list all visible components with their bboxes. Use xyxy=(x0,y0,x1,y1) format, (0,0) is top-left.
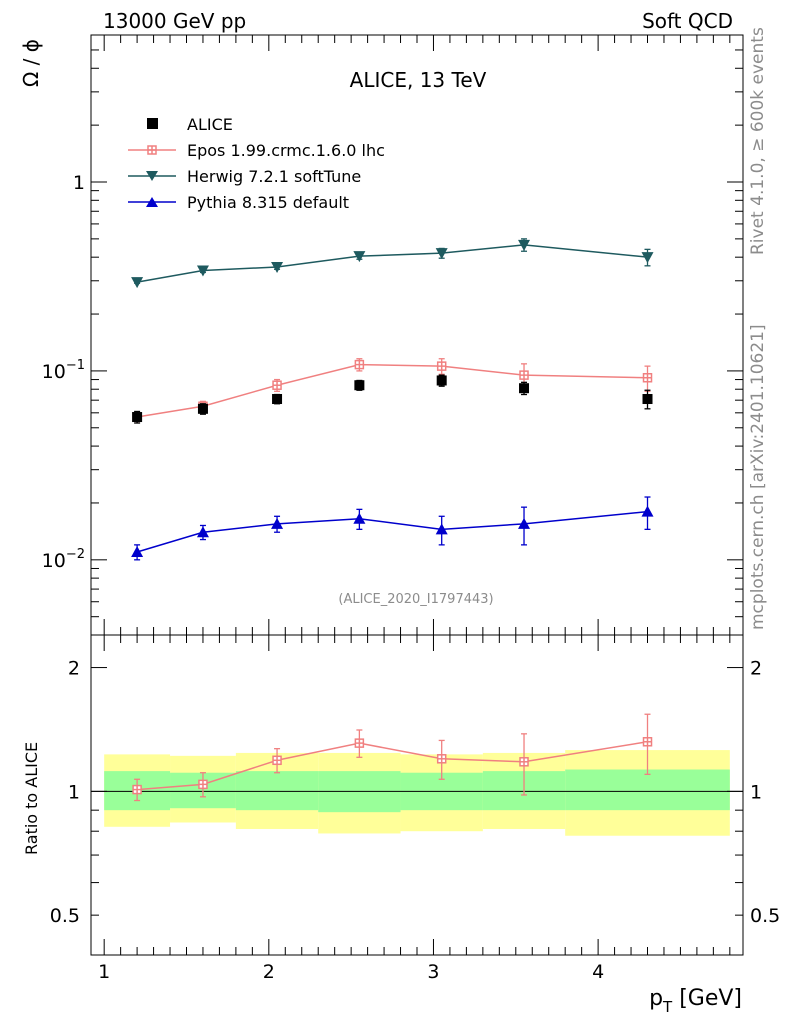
main-line-epos xyxy=(136,363,648,418)
main-point-pythia xyxy=(435,523,448,535)
main-x-ticks xyxy=(103,35,731,635)
x-axis-label: pT [GeV] xyxy=(649,986,742,1016)
legend-label-pythia: Pythia 8.315 default xyxy=(187,193,349,212)
main-point-alice xyxy=(272,394,283,405)
rivet-version-label: Rivet 4.1.0, ≥ 600k events xyxy=(748,27,768,255)
main-point-pythia xyxy=(271,517,284,529)
main-panel: ALICE, 13 TeV Ω / ϕ (ALICE_2020_I1797443… xyxy=(19,34,744,636)
main-y-tick-label: 10−1 xyxy=(42,358,85,383)
legend-marker-pythia xyxy=(146,197,158,207)
main-point-herwig xyxy=(435,248,448,260)
main-point-alice xyxy=(642,394,653,405)
header-process-label: Soft QCD xyxy=(642,9,733,33)
x-axis-label-unit: [GeV] xyxy=(672,986,742,1011)
legend-marker-alice xyxy=(147,118,158,129)
ratio-series-layer xyxy=(132,713,653,802)
mcplots-reference-label: mcplots.cern.ch [arXiv:2401.10621] xyxy=(748,324,768,630)
main-point-alice xyxy=(519,383,530,394)
ratio-y-tick-label-right: 2 xyxy=(750,658,762,680)
ratio-y-ticks: 0.5 0.5 1 1 2 2 xyxy=(50,658,780,956)
main-y-tick-label: 1 xyxy=(73,172,85,194)
x-axis-label-main: p xyxy=(649,986,663,1011)
main-series-layer xyxy=(131,238,654,561)
ratio-y-tick-label-right: 1 xyxy=(750,781,762,803)
ratio-y-tick-label-right: 0.5 xyxy=(750,905,780,927)
main-point-alice xyxy=(436,375,447,386)
ratio-y-tick-label-left: 0.5 xyxy=(50,905,80,927)
x-tick-label: 4 xyxy=(592,961,604,983)
main-point-alice xyxy=(132,412,143,423)
main-point-herwig xyxy=(518,239,531,251)
legend-label-alice: ALICE xyxy=(187,115,233,134)
ratio-y-tick-label-left: 1 xyxy=(68,781,80,803)
x-tick-label: 2 xyxy=(263,961,275,983)
main-point-alice xyxy=(197,403,208,414)
main-point-herwig xyxy=(353,251,366,263)
main-point-pythia xyxy=(641,505,654,517)
legend-marker-herwig xyxy=(146,171,158,181)
x-tick-label: 3 xyxy=(427,961,439,983)
legend: ALICE Epos 1.99.crmc.1.6.0 lhc Herwig 7.… xyxy=(128,115,385,212)
x-axis-label-sub: T xyxy=(662,998,673,1016)
legend-marker-epos xyxy=(147,145,157,155)
main-point-pythia xyxy=(518,517,531,529)
header-energy-label: 13000 GeV pp xyxy=(103,9,246,33)
legend-label-herwig: Herwig 7.2.1 softTune xyxy=(187,167,361,186)
legend-label-epos: Epos 1.99.crmc.1.6.0 lhc xyxy=(187,141,385,160)
ratio-x-ticks: 1 2 3 4 xyxy=(98,635,731,983)
main-y-tick-label: 10−2 xyxy=(42,547,85,572)
ratio-y-tick-label-left: 2 xyxy=(68,658,80,680)
x-tick-label: 1 xyxy=(98,961,110,983)
main-point-herwig xyxy=(271,261,284,273)
main-point-pythia xyxy=(353,512,366,524)
ratio-band-inner xyxy=(235,771,319,811)
main-point-herwig xyxy=(641,252,654,264)
main-title: ALICE, 13 TeV xyxy=(350,68,487,92)
main-y-axis-label: Ω / ϕ xyxy=(19,39,43,87)
analysis-id-watermark: (ALICE_2020_I1797443) xyxy=(338,592,493,607)
ratio-panel: 0.5 0.5 1 1 2 2 1 2 3 4 Ratio to ALICE pT [GeV] xyxy=(22,634,780,1016)
main-y-ticks: 10−2 10−1 1 xyxy=(42,34,743,636)
main-point-herwig xyxy=(196,265,209,277)
ratio-y-axis-label: Ratio to ALICE xyxy=(22,742,41,855)
main-point-alice xyxy=(354,380,365,391)
main-point-pythia xyxy=(196,526,209,538)
main-line-herwig xyxy=(136,244,648,283)
main-point-herwig xyxy=(131,277,144,289)
main-line-pythia xyxy=(136,510,648,553)
ratio-band-inner xyxy=(565,769,730,811)
ratio-uncertainty-bands xyxy=(104,750,730,836)
main-point-pythia xyxy=(131,546,144,558)
